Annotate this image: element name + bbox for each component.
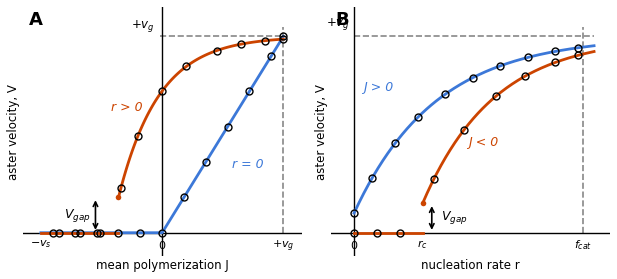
X-axis label: nucleation rate r: nucleation rate r [421, 259, 520, 272]
Text: $+v_g$: $+v_g$ [272, 239, 295, 254]
Text: r > 0: r > 0 [111, 101, 143, 114]
Text: J < 0: J < 0 [468, 136, 499, 149]
Text: $-v_s$: $-v_s$ [30, 239, 52, 251]
Text: $r_c$: $r_c$ [417, 239, 428, 251]
Text: J > 0: J > 0 [363, 81, 394, 94]
Text: $0$: $0$ [350, 239, 358, 251]
Text: $V_{gap}$: $V_{gap}$ [64, 206, 91, 223]
Y-axis label: aster velocity, V: aster velocity, V [315, 84, 328, 180]
Text: $V_{gap}$: $V_{gap}$ [441, 210, 468, 227]
Text: $+ v_g$: $+ v_g$ [131, 18, 155, 34]
Text: $+ v_g$: $+ v_g$ [326, 16, 349, 32]
Text: $0$: $0$ [158, 239, 167, 251]
Text: $f_{cat}$: $f_{cat}$ [574, 239, 592, 252]
X-axis label: mean polymerization J: mean polymerization J [96, 259, 228, 272]
Text: A: A [29, 11, 43, 29]
Text: B: B [336, 11, 349, 29]
Text: r = 0: r = 0 [233, 158, 264, 171]
Y-axis label: aster velocity, V: aster velocity, V [7, 84, 20, 180]
